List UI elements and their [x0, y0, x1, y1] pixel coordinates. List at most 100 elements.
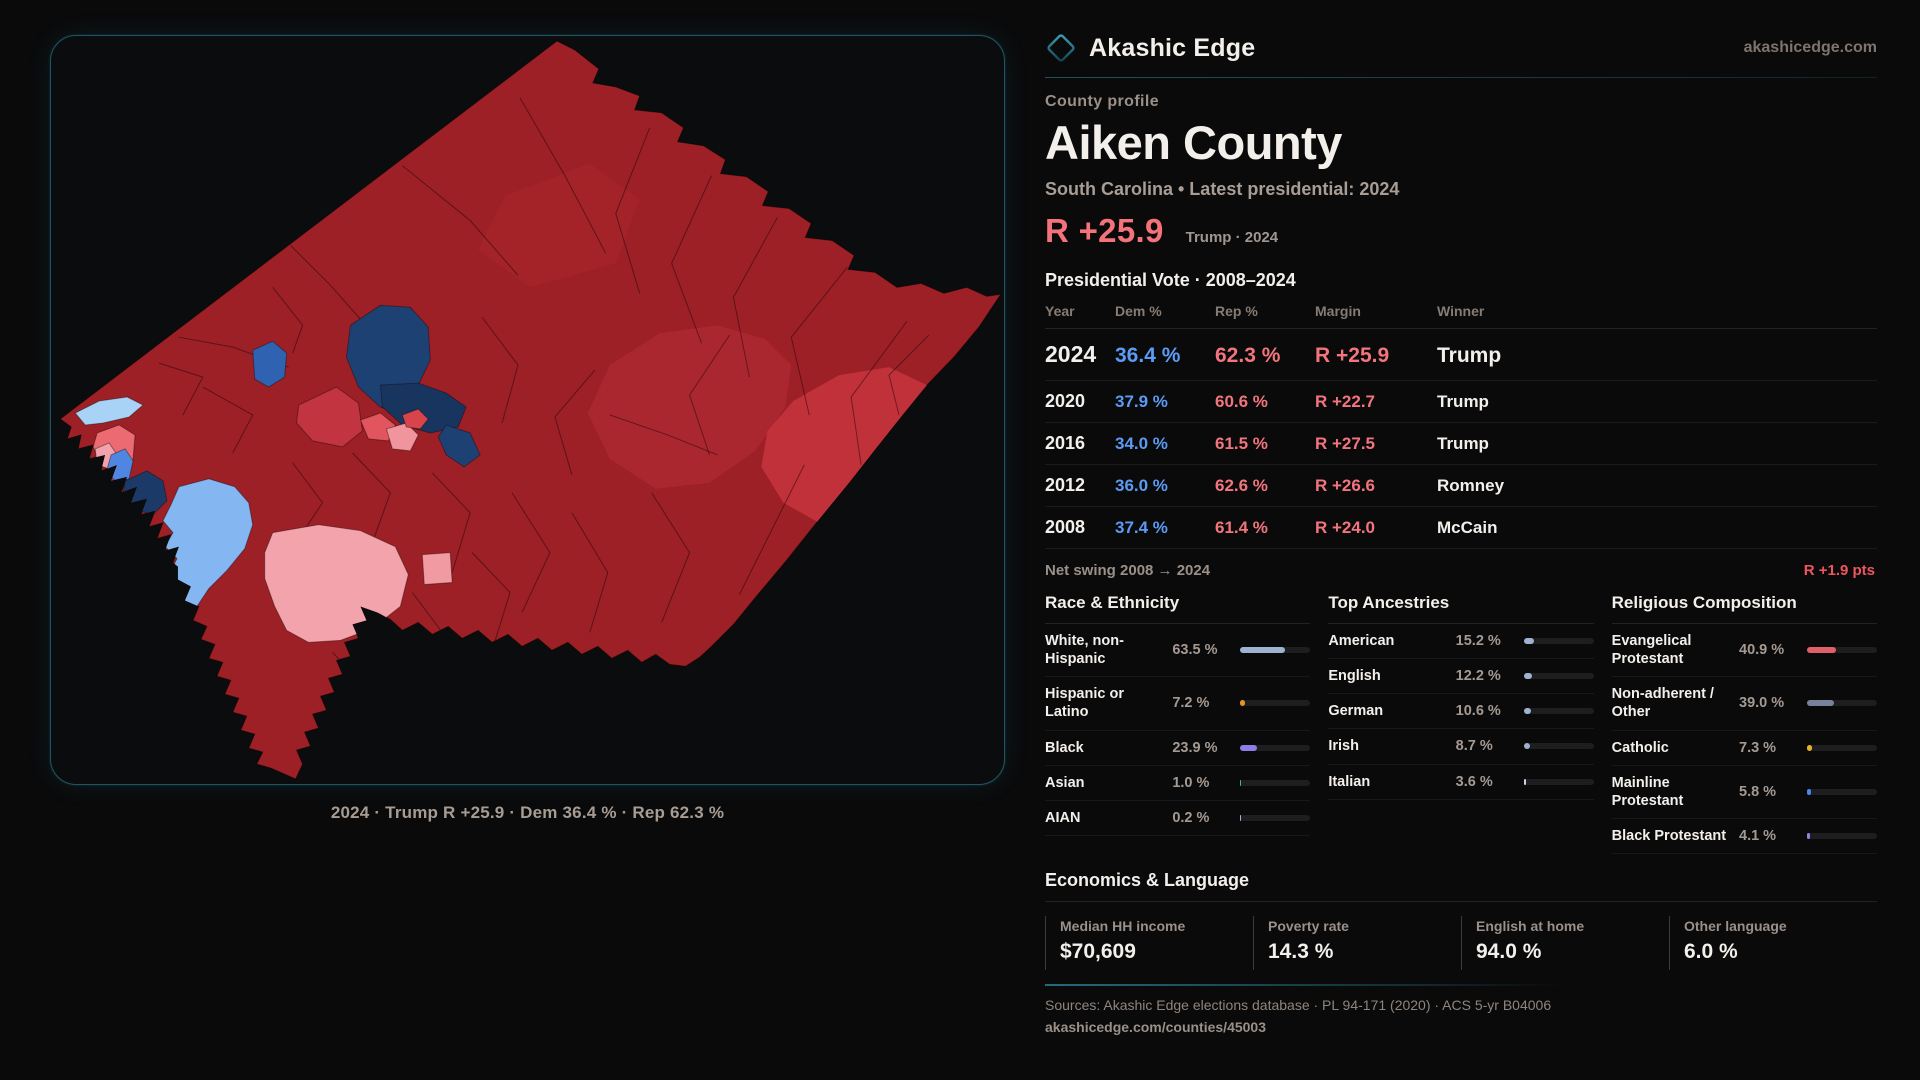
demo-label: AIAN	[1045, 809, 1081, 826]
ancestries-column: Top Ancestries American 15.2 % English 1…	[1328, 593, 1594, 854]
permalink[interactable]: akashicedge.com/counties/45003	[1045, 1019, 1266, 1036]
demo-value: 5.8 %	[1739, 783, 1777, 800]
headline-margin-row: R +25.9 Trump · 2024	[1045, 212, 1877, 250]
headline-margin: R +25.9	[1045, 212, 1164, 249]
demo-value: 8.7 %	[1455, 738, 1493, 755]
stat-value: 94.0 %	[1476, 940, 1542, 963]
ancestry-row: Irish 8.7 %	[1328, 729, 1594, 765]
stat-label: Other language	[1684, 918, 1787, 934]
net-swing-row: Net swing 2008 → 2024 R +1.9 pts	[1045, 549, 1877, 591]
margin-cell: R +26.6	[1315, 476, 1376, 495]
demo-bar	[1807, 700, 1877, 707]
vote-table-title: Presidential Vote · 2008–2024	[1045, 270, 1296, 290]
demo-value: 4.1 %	[1739, 827, 1777, 844]
demo-bar	[1807, 788, 1877, 795]
stat-label: English at home	[1476, 918, 1585, 934]
demo-label: Italian	[1328, 773, 1371, 790]
demo-bar	[1807, 744, 1877, 751]
header-divider	[1045, 77, 1877, 78]
demo-value: 40.9 %	[1739, 642, 1785, 659]
demo-label: American	[1328, 633, 1395, 649]
demo-bar	[1240, 647, 1311, 654]
race-row: Hispanic or Latino 7.2 %	[1045, 677, 1311, 731]
demo-value: 0.2 %	[1172, 809, 1210, 826]
year-cell: 2020	[1045, 391, 1086, 411]
stat-value: $70,609	[1060, 940, 1136, 963]
demo-label: Black	[1045, 739, 1084, 756]
dem-cell: 36.4 %	[1115, 344, 1181, 367]
demo-value: 3.6 %	[1455, 773, 1493, 790]
economics-section: Economics & Language Median HH income $7…	[1045, 870, 1877, 970]
county-map-frame	[50, 35, 1005, 785]
subtitle: South Carolina • Latest presidential: 20…	[1045, 179, 1400, 199]
ancestries-title: Top Ancestries	[1328, 593, 1594, 624]
winner-cell: Trump	[1437, 434, 1489, 453]
race-row: AIAN 0.2 %	[1045, 801, 1311, 836]
rep-cell: 60.6 %	[1215, 392, 1268, 411]
demo-bar	[1523, 673, 1594, 680]
stat-english-at-home: English at home 94.0 %	[1461, 916, 1669, 970]
stat-value: 14.3 %	[1268, 940, 1334, 963]
kicker: County profile	[1045, 93, 1160, 110]
brand-header: Akashic Edge akashicedge.com	[1045, 28, 1877, 68]
year-cell: 2024	[1045, 341, 1097, 367]
net-swing-value: R +1.9 pts	[1803, 562, 1875, 579]
demo-value: 7.3 %	[1739, 739, 1777, 756]
brand-domain-link[interactable]: akashicedge.com	[1743, 39, 1877, 56]
margin-cell: R +22.7	[1315, 392, 1376, 411]
demo-value: 1.0 %	[1172, 774, 1210, 791]
demo-value: 15.2 %	[1455, 633, 1501, 650]
demo-label: Non-adherent / Other	[1611, 686, 1714, 721]
col-rep: Rep %	[1215, 303, 1258, 319]
vote-row-2020: 2020 37.9 % 60.6 % R +22.7 Trump	[1045, 381, 1877, 423]
demo-label: Mainline Protestant	[1611, 774, 1684, 809]
rep-cell: 62.3 %	[1215, 344, 1281, 367]
economics-title: Economics & Language	[1045, 870, 1877, 902]
year-cell: 2016	[1045, 433, 1086, 453]
col-dem: Dem %	[1115, 303, 1162, 319]
vote-row-2012: 2012 36.0 % 62.6 % R +26.6 Romney	[1045, 465, 1877, 507]
demo-label: Evangelical Protestant	[1611, 633, 1692, 668]
margin-cell: R +24.0	[1315, 518, 1376, 537]
demo-value: 7.2 %	[1172, 695, 1210, 712]
demographics-section: Race & Ethnicity White, non-Hispanic 63.…	[1045, 593, 1877, 854]
stat-median-income: Median HH income $70,609	[1045, 916, 1253, 970]
demo-bar	[1240, 744, 1311, 751]
ancestry-row: German 10.6 %	[1328, 694, 1594, 730]
year-cell: 2012	[1045, 475, 1086, 495]
stat-value: 6.0 %	[1684, 940, 1738, 963]
winner-cell: Trump	[1437, 344, 1502, 367]
col-margin: Margin	[1315, 303, 1361, 319]
race-column: Race & Ethnicity White, non-Hispanic 63.…	[1045, 593, 1311, 854]
demo-bar	[1807, 832, 1877, 839]
dem-cell: 36.0 %	[1115, 476, 1168, 495]
net-swing-label: Net swing 2008 → 2024	[1045, 562, 1211, 579]
demo-label: Catholic	[1611, 739, 1669, 756]
demo-label: German	[1328, 703, 1384, 720]
religion-row: Black Protestant 4.1 %	[1611, 819, 1877, 854]
ancestry-row: English 12.2 %	[1328, 659, 1594, 695]
col-year: Year	[1045, 303, 1075, 319]
winner-cell: Trump	[1437, 392, 1489, 411]
ancestry-row: Italian 3.6 %	[1328, 765, 1594, 800]
vote-row-2008: 2008 37.4 % 61.4 % R +24.0 McCain	[1045, 507, 1877, 549]
winner-cell: McCain	[1437, 518, 1498, 537]
sources-block: Sources: Akashic Edge elections database…	[1045, 995, 1877, 1038]
demo-bar	[1240, 779, 1311, 786]
county-precinct-map[interactable]	[51, 36, 1004, 784]
demo-bar	[1240, 814, 1311, 821]
demo-value: 63.5 %	[1172, 642, 1218, 659]
footer-divider	[1045, 984, 1877, 986]
vote-row-2016: 2016 34.0 % 61.5 % R +27.5 Trump	[1045, 423, 1877, 465]
religion-row: Non-adherent / Other 39.0 %	[1611, 677, 1877, 731]
demo-label: Irish	[1328, 738, 1359, 755]
headline-note: Trump · 2024	[1185, 229, 1279, 246]
map-caption: 2024 · Trump R +25.9 · Dem 36.4 % · Rep …	[330, 803, 725, 822]
profile-panel: Akashic Edge akashicedge.com County prof…	[1045, 28, 1877, 1038]
race-title: Race & Ethnicity	[1045, 593, 1311, 624]
demo-bar	[1523, 638, 1594, 645]
demo-label: White, non-Hispanic	[1045, 633, 1124, 668]
vote-row-2024: 2024 36.4 % 62.3 % R +25.9 Trump	[1045, 329, 1877, 381]
religion-row: Catholic 7.3 %	[1611, 731, 1877, 766]
page-title: Aiken County	[1045, 116, 1342, 169]
